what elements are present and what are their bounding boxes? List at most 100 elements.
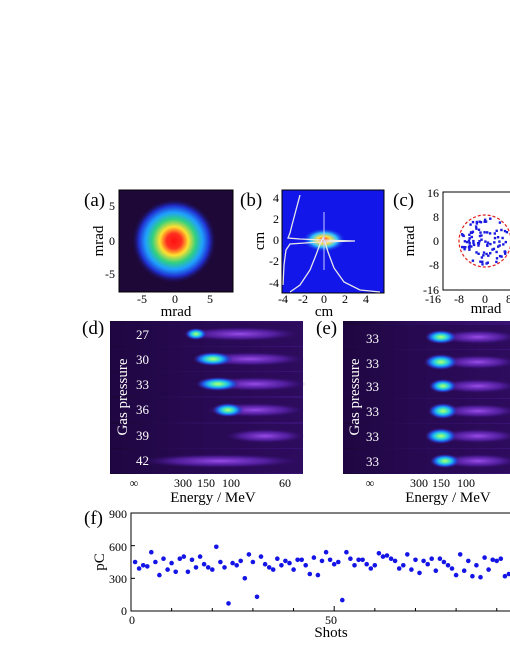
- data-point: [372, 563, 378, 568]
- spectrum-peak: [424, 354, 458, 370]
- spectrum-peak: [429, 379, 457, 393]
- pointing-dot: [468, 246, 471, 249]
- data-point: [323, 549, 329, 555]
- data-point: [140, 563, 146, 568]
- panel-b-xtick: -2: [298, 292, 308, 306]
- panel-b-xtick: 2: [342, 292, 348, 306]
- panel-d-row-label: 30: [136, 352, 149, 367]
- data-point: [388, 556, 394, 561]
- spectrum-tail: [438, 379, 510, 393]
- data-point: [250, 559, 256, 565]
- panel-c-ytick: 16: [427, 186, 439, 200]
- data-point: [331, 561, 337, 567]
- panel-c-acceptance-circle: [458, 214, 510, 268]
- data-point: [478, 574, 483, 580]
- spectrum-peak: [185, 328, 207, 340]
- pointing-dot: [492, 247, 496, 251]
- pointing-dot: [480, 256, 484, 259]
- panel-e-row-label: 33: [366, 356, 379, 371]
- data-point: [384, 553, 390, 558]
- panel-d-xlabel: Energy / MeV: [170, 490, 256, 506]
- panel-e-row-label: 33: [366, 454, 379, 469]
- panel-c-ylabel: mrad: [402, 225, 418, 256]
- pointing-dot: [468, 241, 471, 245]
- data-point: [270, 567, 276, 572]
- panel-f: 900 600 300 0 0 50 Shots pC: [92, 507, 510, 641]
- data-point: [165, 567, 170, 572]
- pointing-dot: [498, 244, 501, 247]
- data-point: [453, 572, 459, 578]
- data-point: [340, 597, 345, 603]
- panel-b-xlabel: cm: [315, 304, 334, 320]
- pointing-dot: [477, 252, 480, 255]
- data-point: [392, 558, 398, 564]
- data-point: [409, 567, 414, 572]
- pointing-dot: [468, 237, 471, 240]
- data-point: [303, 563, 309, 568]
- panel-b-ylabel: cm: [252, 232, 268, 251]
- data-point: [364, 561, 370, 567]
- pointing-dot: [505, 231, 509, 234]
- data-point: [275, 556, 280, 561]
- pointing-dot: [486, 243, 489, 247]
- panel-c-ytick: 0: [433, 234, 439, 248]
- data-point: [421, 558, 426, 564]
- data-point: [218, 559, 223, 565]
- pointing-dot: [501, 236, 504, 240]
- data-point: [295, 557, 300, 563]
- panel-c-xtick: 8: [506, 292, 510, 306]
- data-point: [348, 556, 353, 561]
- pointing-dot: [487, 254, 490, 257]
- panel-e-row-label: 33: [366, 331, 379, 346]
- pointing-dot: [461, 245, 464, 249]
- pointing-dot: [462, 245, 465, 249]
- pointing-dot: [485, 262, 488, 265]
- pointing-dot: [468, 244, 471, 247]
- data-point: [474, 563, 479, 568]
- panel-c-dots: [460, 217, 509, 266]
- panel-label-a: (a): [84, 190, 105, 211]
- panel-f-xtick: 0: [129, 613, 135, 627]
- panel-a-xtick: 5: [207, 292, 213, 306]
- data-point: [307, 571, 313, 577]
- data-point: [254, 594, 260, 600]
- data-point: [498, 556, 504, 561]
- panel-e-xtick: 300: [410, 476, 428, 490]
- data-point: [319, 558, 325, 564]
- data-point: [461, 568, 467, 573]
- panel-a-ytick: 0: [109, 234, 115, 248]
- pointing-dot: [468, 248, 471, 251]
- panel-d-row-label: 39: [136, 428, 149, 443]
- pointing-dot: [489, 217, 492, 220]
- panel-d-spectra: [110, 322, 307, 473]
- pointing-dot: [504, 240, 507, 244]
- panel-f-xlabel: Shots: [314, 625, 348, 641]
- panel-e-row-label: 33: [366, 404, 379, 419]
- data-point: [494, 558, 500, 564]
- pointing-dot: [468, 233, 471, 236]
- panel-e-xlabel: Energy / MeV: [405, 490, 491, 506]
- data-point: [380, 554, 386, 559]
- data-point: [352, 563, 357, 568]
- panel-c-xtick: -16: [425, 292, 441, 306]
- data-point: [214, 544, 219, 550]
- pointing-dot: [478, 234, 482, 238]
- data-point: [262, 561, 268, 567]
- data-point: [291, 567, 296, 572]
- data-point: [437, 556, 443, 561]
- panel-a-ytick: 5: [109, 199, 115, 213]
- panel-c-xtick: -8: [454, 292, 464, 306]
- data-point: [368, 566, 374, 571]
- panel-d-ylabel: Gas pressure: [115, 358, 131, 435]
- panel-c-ytick: -16: [423, 283, 439, 297]
- spectrum-peak: [196, 377, 240, 391]
- pointing-dot: [464, 246, 467, 249]
- pointing-dot: [498, 254, 502, 258]
- data-point: [266, 565, 272, 570]
- data-point: [482, 555, 487, 560]
- data-point: [336, 559, 341, 565]
- spectrum-tail: [140, 454, 300, 468]
- spectrum-peak: [428, 403, 458, 419]
- data-point: [311, 555, 317, 560]
- data-point: [470, 573, 475, 579]
